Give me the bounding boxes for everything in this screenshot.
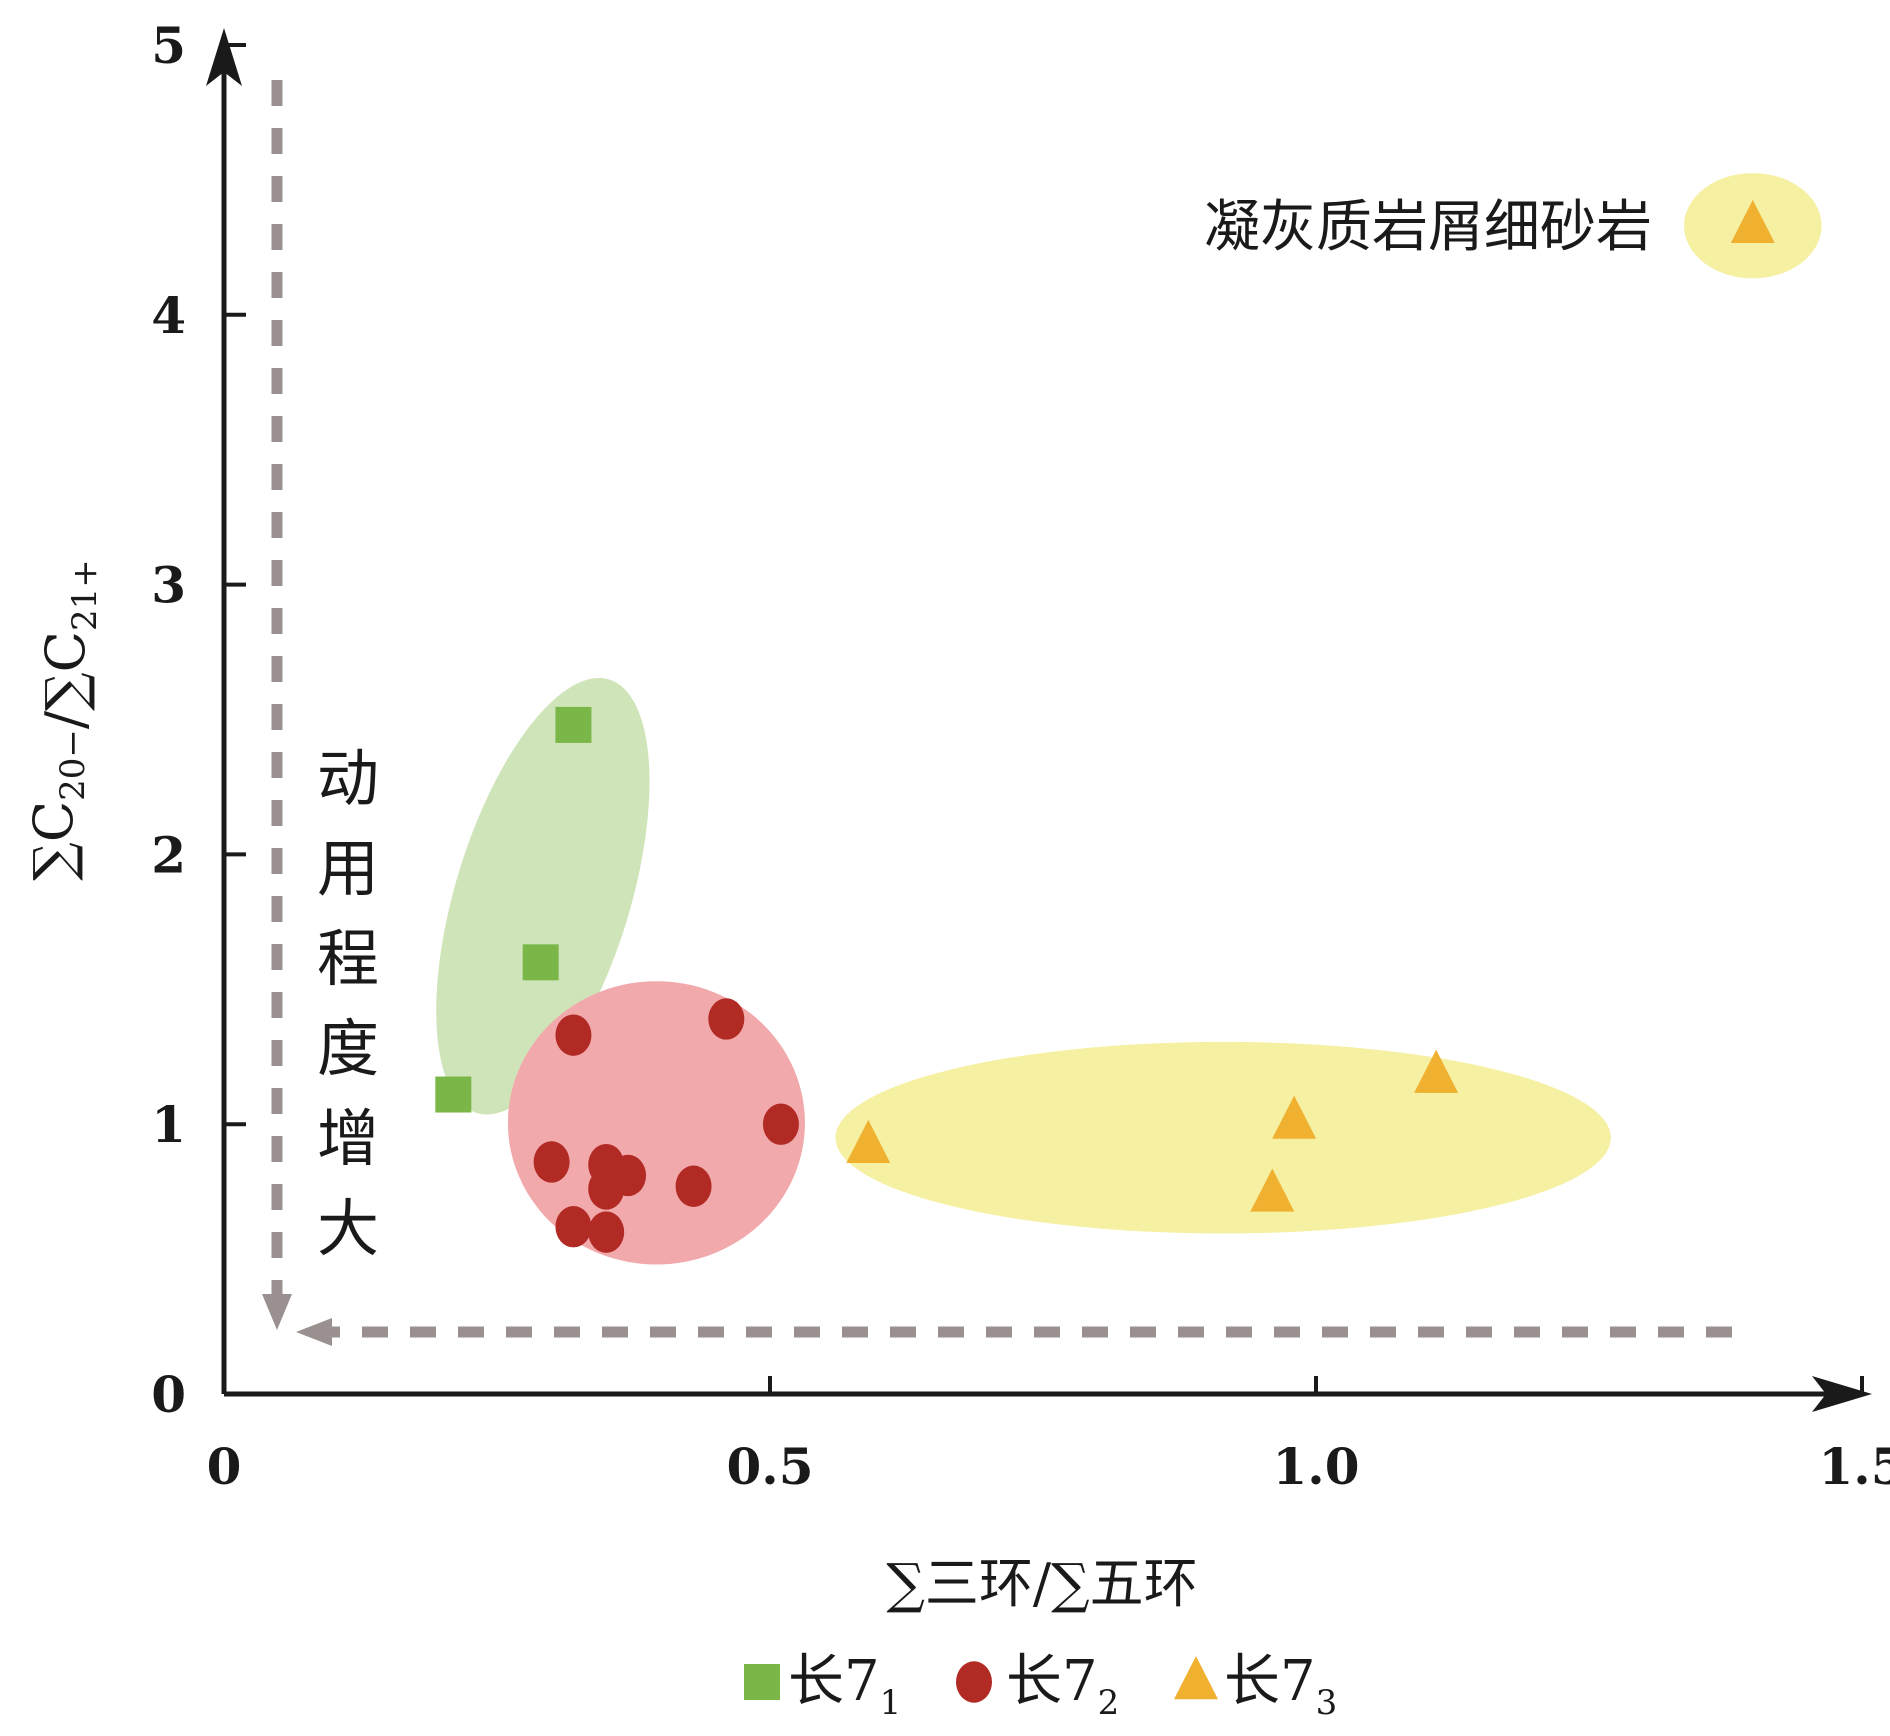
y-axis-title: ∑C20−/∑C21+: [22, 559, 105, 880]
legend: 长71 长72 长73: [744, 1649, 1337, 1723]
axes: [206, 28, 1872, 1412]
y-tick-label: 5: [151, 16, 186, 75]
chart-text: 0 0.5 1.0 1.5 0 1 2 3 4 5 ∑三环/∑五环 ∑C20−/∑C21+ 凝灰质岩屑细…: [22, 16, 1890, 1615]
series-1-point-1: [435, 1076, 472, 1113]
y-tick-label: 4: [151, 286, 186, 345]
series-2-point-6: [555, 1206, 592, 1248]
series-3-point-2: [1272, 1095, 1317, 1139]
trend-text-char: 大: [317, 1192, 379, 1265]
series-2-point-1: [555, 1014, 592, 1056]
data-points: [435, 199, 1775, 1253]
y-tick-label: 1: [151, 1095, 186, 1154]
trend-text-char: 程: [317, 922, 379, 995]
series-2-point-2: [533, 1141, 570, 1183]
y-tick-label: 0: [151, 1365, 186, 1424]
x-tick-label: 0.5: [727, 1437, 814, 1496]
series-3-point-5: [1730, 199, 1775, 244]
series-1-point-3: [555, 706, 592, 743]
trend-arrowhead-down: [262, 1294, 292, 1330]
legend-marker-2: [956, 1661, 992, 1703]
cluster-ellipses: [436, 173, 1822, 1265]
x-tick-label: 1.5: [1819, 1437, 1890, 1496]
series-2-point-9: [708, 998, 745, 1040]
trend-text-char: 度: [317, 1012, 379, 1085]
x-tick-label: 0: [207, 1437, 242, 1496]
series-2-point-5: [610, 1154, 647, 1197]
legend-label-3: 长73: [1224, 1649, 1337, 1723]
series-2-point-10: [762, 1103, 799, 1145]
trend-arrowhead-left: [296, 1318, 332, 1346]
trend-text-char: 用: [317, 832, 379, 905]
legend-label-2: 长72: [1006, 1649, 1119, 1723]
series-1-point-2: [522, 944, 559, 981]
cluster-ellipse-3: [835, 1041, 1611, 1234]
trend-text-char: 动: [317, 742, 379, 815]
y-tick-label: 2: [151, 825, 186, 884]
series-2-point-7: [588, 1211, 625, 1253]
trend-arrows: [262, 80, 1732, 1346]
legend-marker-3: [1174, 1656, 1218, 1700]
sample-label: 凝灰质岩屑细砂岩: [1204, 195, 1652, 260]
series-3-point-3: [1414, 1049, 1459, 1093]
x-axis-title: ∑三环/∑五环: [886, 1552, 1197, 1615]
legend-marker-1: [744, 1664, 780, 1700]
cluster-ellipse-1: [436, 677, 650, 1115]
trend-text-char: 增: [317, 1102, 379, 1175]
cluster-ellipse-2: [507, 981, 805, 1265]
series-3-point-4: [1250, 1168, 1295, 1212]
y-tick-label: 3: [151, 556, 186, 615]
x-tick-label: 1.0: [1273, 1437, 1360, 1496]
series-2-point-8: [675, 1165, 712, 1207]
y-axis-arrowhead: [206, 28, 242, 86]
series-3-point-1: [846, 1119, 891, 1164]
x-axis-arrowhead: [1812, 1376, 1872, 1412]
legend-label-1: 长71: [788, 1649, 901, 1723]
